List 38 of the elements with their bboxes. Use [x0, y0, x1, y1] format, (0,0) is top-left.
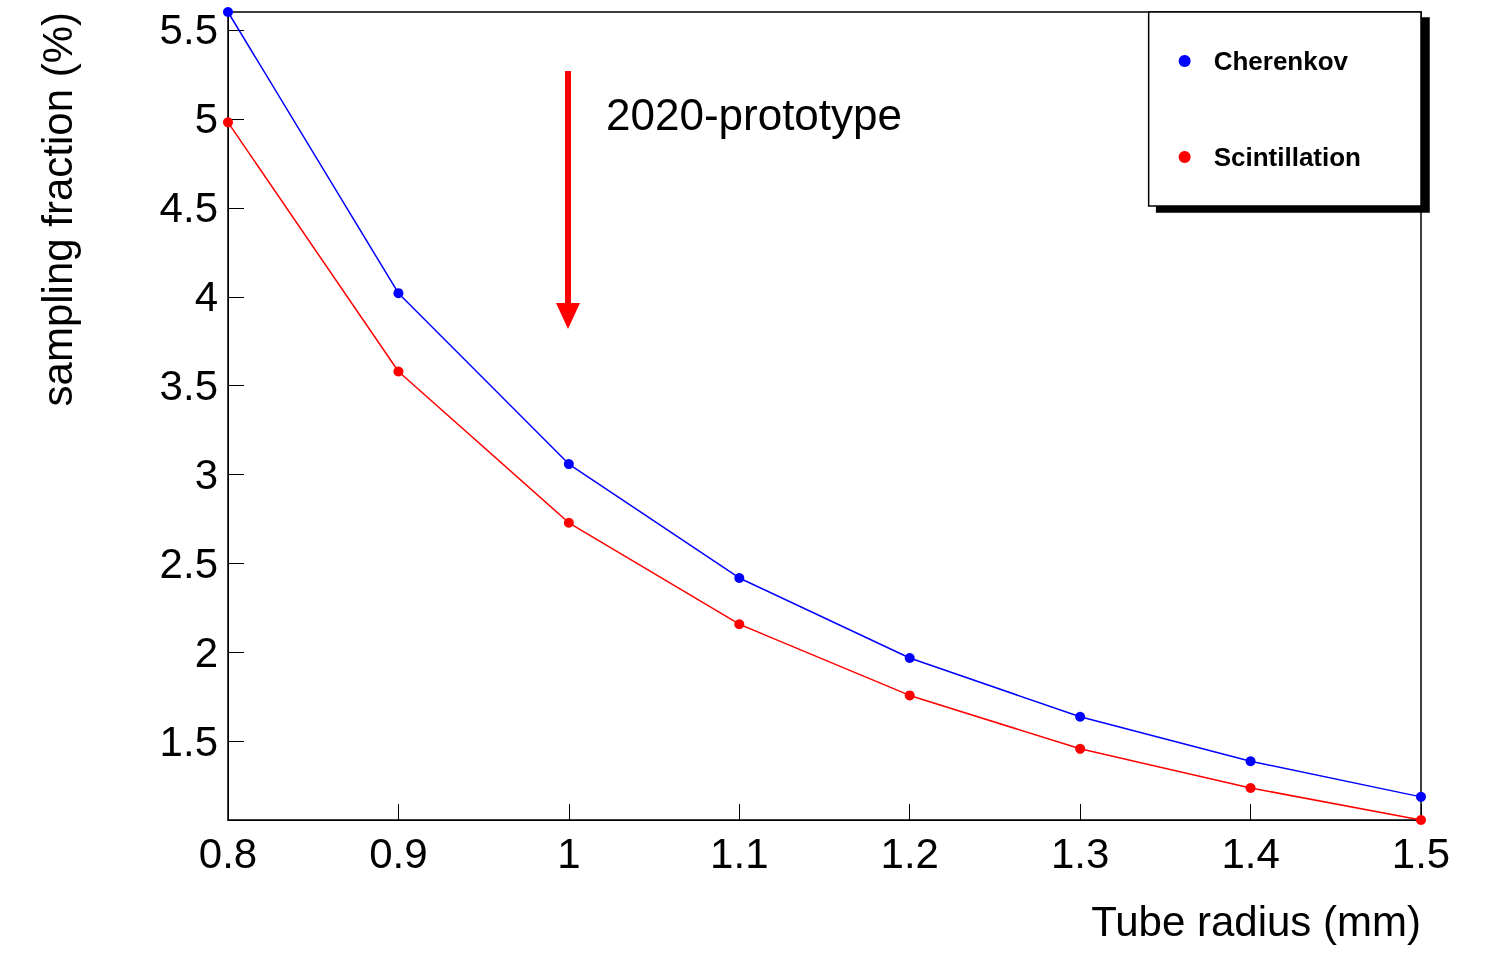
point	[1075, 711, 1086, 722]
x-tick-label: 1.5	[1391, 829, 1451, 877]
y-tick-label: 4.5	[159, 184, 218, 232]
point	[563, 517, 574, 528]
point	[563, 459, 574, 470]
x-tick-label: 0.8	[198, 829, 258, 877]
point	[1075, 743, 1086, 754]
point	[393, 288, 404, 299]
point	[223, 7, 233, 17]
x-tick-label: 1.4	[1221, 829, 1280, 877]
y-axis-title: sampling fraction (%)	[33, 12, 81, 407]
point	[734, 619, 745, 630]
x-tick-label: 0.9	[369, 829, 428, 877]
point	[1416, 815, 1426, 825]
y-tick-label: 2	[194, 629, 218, 677]
y-tick-label: 5	[194, 95, 218, 143]
x-tick-label: 1.3	[1050, 829, 1110, 877]
x-tick-label: 1	[557, 829, 581, 877]
y-tick-label: 2.5	[159, 540, 218, 588]
point	[393, 366, 404, 377]
annotation: 2020-prototype	[606, 89, 902, 139]
y-tick-label: 3	[194, 451, 218, 499]
point	[904, 690, 915, 701]
legend-label: Cherenkov	[1213, 46, 1349, 76]
point	[1416, 791, 1426, 802]
point	[1245, 782, 1256, 793]
y-tick-label: 3.5	[159, 362, 218, 410]
x-axis-title: Tube radius (mm)	[1091, 897, 1421, 945]
y-tick-label: 1.5	[159, 718, 218, 766]
legend-label: Scintillation	[1213, 142, 1361, 172]
x-tick-label: 1.2	[880, 829, 939, 877]
point	[904, 653, 915, 664]
x-tick-label: 1.1	[710, 829, 769, 877]
y-tick-label: 4	[194, 273, 218, 321]
point	[1245, 756, 1256, 767]
y-tick-label: 5.5	[159, 6, 218, 54]
point	[223, 117, 233, 128]
point	[734, 572, 745, 583]
